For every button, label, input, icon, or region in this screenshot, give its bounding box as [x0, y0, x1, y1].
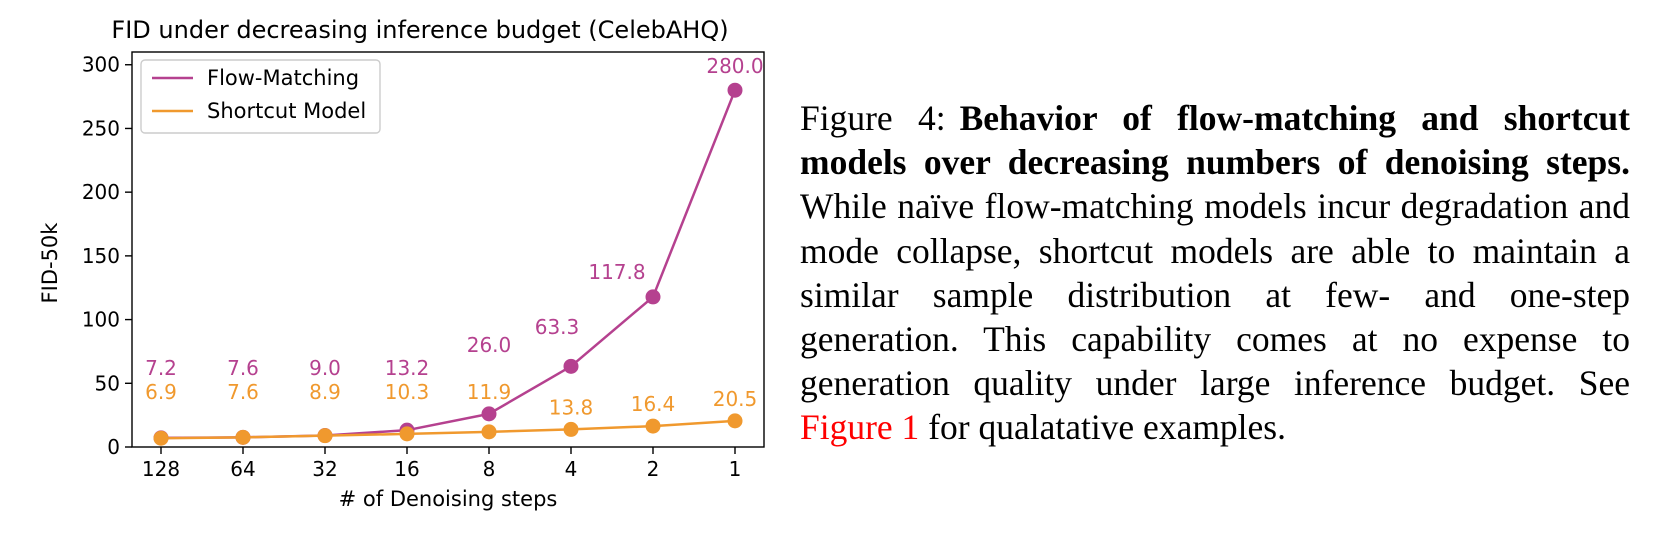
caption-bold: Behavior of flow-matching and shortcut m… [800, 98, 1630, 183]
data-label-shortcut-model-1: 20.5 [713, 387, 758, 411]
data-point-shortcut-model-4 [563, 421, 579, 437]
y-tick-label-150: 150 [82, 244, 120, 268]
y-tick-label-50: 50 [95, 371, 120, 395]
data-label-shortcut-model-128: 6.9 [145, 380, 177, 404]
data-label-shortcut-model-64: 7.6 [227, 380, 259, 404]
y-tick-label-200: 200 [82, 180, 120, 204]
figure-caption: Figure 4: Behavior of flow-matching and s… [800, 96, 1630, 450]
legend-box [140, 59, 381, 134]
caption-figure-link[interactable]: Figure 1 [800, 407, 920, 448]
x-tick-label-1: 1 [729, 457, 742, 481]
x-axis-label: # of Denoising steps [339, 487, 558, 511]
data-label-shortcut-model-8: 11.9 [467, 380, 512, 404]
data-point-shortcut-model-16 [399, 426, 415, 442]
data-point-shortcut-model-128 [153, 430, 169, 446]
data-point-flow-matching-8 [481, 406, 497, 422]
data-label-flow-matching-64: 7.6 [227, 356, 259, 380]
data-label-shortcut-model-2: 16.4 [631, 392, 676, 416]
y-tick-label-100: 100 [82, 308, 120, 332]
data-point-shortcut-model-2 [645, 418, 661, 434]
data-point-flow-matching-1 [727, 82, 743, 98]
data-label-flow-matching-4: 63.3 [535, 315, 580, 339]
caption-body: While naïve flow-matching models incur d… [800, 186, 1630, 404]
legend: Flow-Matching Shortcut Model [140, 59, 381, 134]
data-label-flow-matching-32: 9.0 [309, 356, 341, 380]
y-axis-label: FID-50k [38, 222, 62, 304]
y-tick-label-250: 250 [82, 116, 120, 140]
y-tick-label-300: 300 [82, 53, 120, 77]
series-line-shortcut-model [160, 419, 736, 440]
caption-label: Figure 4: [800, 98, 946, 138]
x-tick-label-2: 2 [647, 457, 660, 481]
data-label-flow-matching-2: 117.8 [588, 260, 645, 284]
caption-tail: for qualatative examples. [919, 407, 1286, 448]
plot-frame [131, 51, 765, 448]
chart-figure: FID under decreasing inference budget (C… [0, 0, 800, 533]
data-point-shortcut-model-32 [317, 428, 333, 444]
line-chart: FID under decreasing inference budget (C… [38, 16, 765, 511]
data-point-flow-matching-2 [645, 289, 661, 305]
y-tick-label-0: 0 [107, 435, 120, 459]
x-tick-label-32: 32 [312, 457, 337, 481]
chart-title: FID under decreasing inference budget (C… [111, 16, 728, 44]
data-label-flow-matching-128: 7.2 [145, 356, 177, 380]
x-tick-label-4: 4 [565, 457, 578, 481]
data-label-shortcut-model-16: 10.3 [385, 380, 430, 404]
legend-label-shortcut-model: Shortcut Model [207, 99, 366, 123]
data-label-shortcut-model-32: 8.9 [309, 380, 341, 404]
data-label-flow-matching-8: 26.0 [467, 333, 512, 357]
x-tick-label-8: 8 [483, 457, 496, 481]
x-tick-label-16: 16 [394, 457, 419, 481]
legend-label-flow-matching: Flow-Matching [207, 66, 359, 90]
data-point-shortcut-model-1 [727, 413, 743, 429]
data-label-shortcut-model-4: 13.8 [549, 395, 594, 419]
data-point-shortcut-model-8 [481, 424, 497, 440]
data-point-shortcut-model-64 [235, 429, 251, 445]
x-tick-label-128: 128 [142, 457, 180, 481]
data-label-flow-matching-1: 280.0 [706, 54, 763, 78]
data-label-flow-matching-16: 13.2 [385, 356, 430, 380]
x-tick-label-64: 64 [230, 457, 255, 481]
data-point-flow-matching-4 [563, 358, 579, 374]
